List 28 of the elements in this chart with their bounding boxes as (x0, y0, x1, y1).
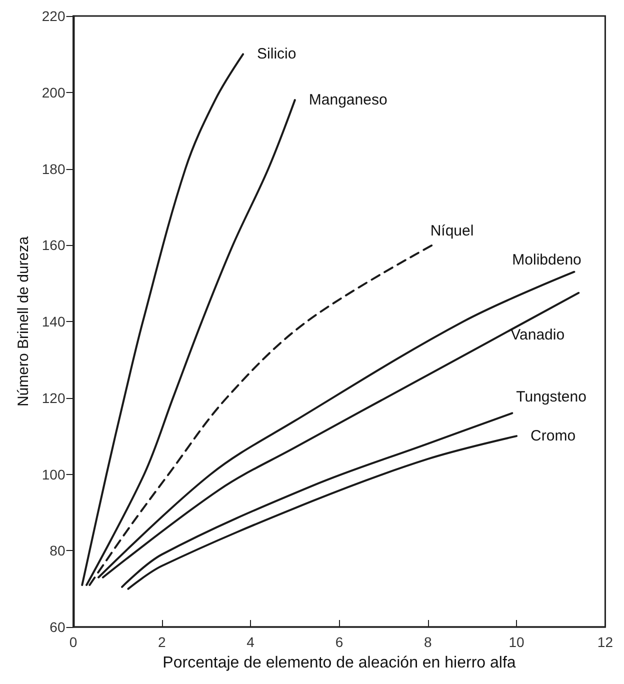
series-label: Vanadio (510, 326, 565, 344)
series-label: Tungsteno (516, 388, 586, 406)
line-series (121, 412, 514, 588)
y-tick-label: 100 (42, 466, 66, 482)
x-tick-label: 8 (424, 634, 432, 650)
x-tick-label: 4 (246, 634, 255, 650)
series-label: Cromo (530, 428, 576, 445)
x-tick-label: 12 (597, 634, 614, 650)
y-tick-label: 200 (42, 84, 66, 100)
series-label: Silicio (257, 46, 296, 63)
y-tick-label: 220 (42, 8, 66, 24)
y-tick-label: 140 (42, 314, 66, 330)
x-tick-label: 10 (508, 634, 525, 650)
y-tick-label: 120 (42, 390, 66, 406)
series-label: Níquel (430, 222, 474, 240)
y-tick-label: 60 (50, 619, 66, 635)
series-label: Manganeso (308, 92, 388, 109)
x-tick-label: 0 (69, 634, 78, 650)
line-series (81, 53, 244, 586)
series-label: Molibdeno (512, 251, 582, 268)
y-tick-label: 80 (50, 542, 66, 559)
y-axis-title: Número Brinell de dureza (15, 236, 32, 407)
x-tick-label: 6 (335, 634, 344, 650)
y-tick-label: 160 (42, 237, 66, 254)
y-tick-label: 180 (42, 160, 66, 177)
line-series (127, 435, 518, 590)
x-tick-label: 2 (158, 634, 166, 650)
x-axis-title: Porcentaje de elemento de aleación en hierro alfa (162, 654, 516, 672)
